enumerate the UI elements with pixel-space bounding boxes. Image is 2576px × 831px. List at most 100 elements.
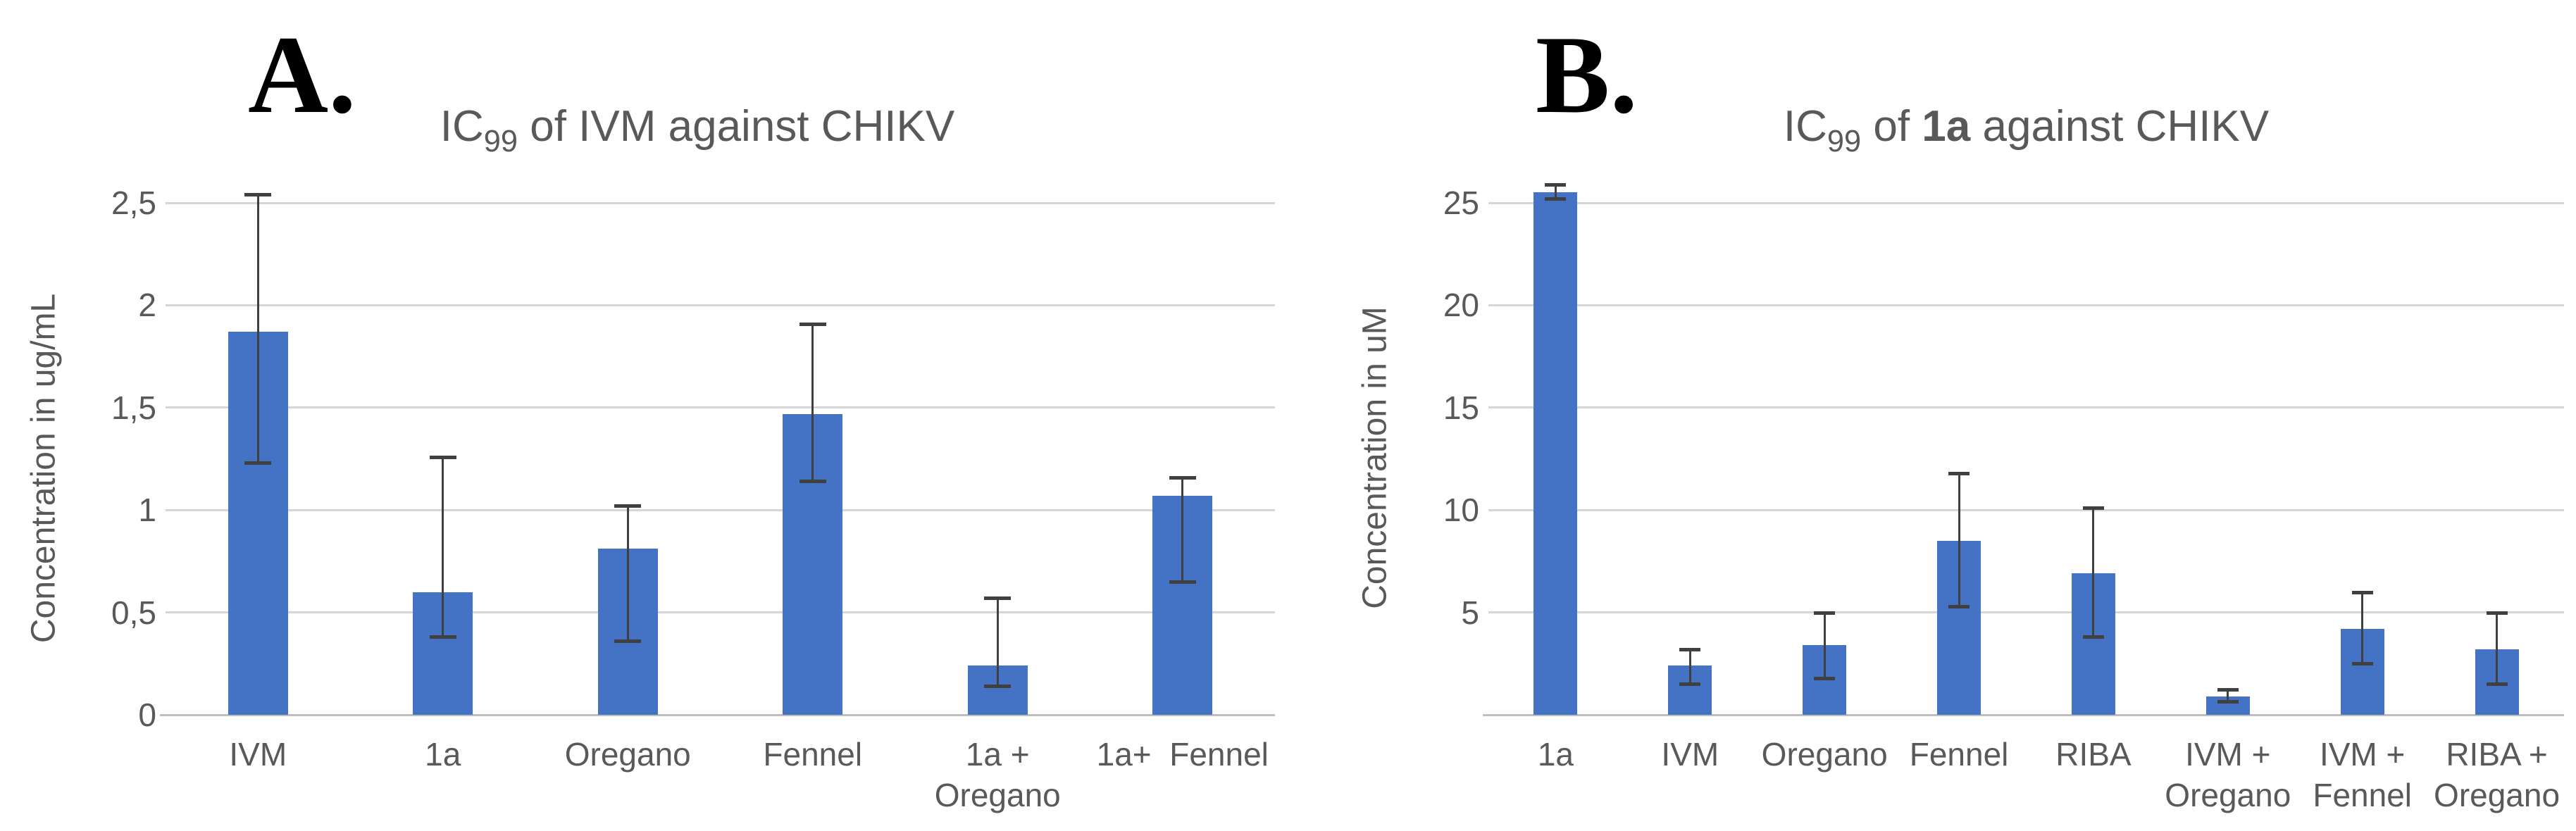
x-category-label: 1a	[327, 734, 559, 775]
gridline	[1488, 406, 2564, 409]
error-bar-cap-bottom	[2082, 635, 2104, 639]
panel-a-y-axis-title: Concentration in ug/mL	[25, 293, 63, 644]
x-axis-line	[1483, 713, 2564, 716]
error-bar-cap-top	[1545, 182, 1567, 187]
x-category-label: IVM	[142, 734, 374, 775]
x-category-label: Fennel	[1867, 734, 2051, 775]
x-category-label: IVM	[1598, 734, 1781, 775]
error-bar-cap-bottom	[1545, 197, 1567, 201]
error-bar-cap-bottom	[2217, 700, 2239, 704]
title-subscript: 99	[1827, 125, 1862, 159]
x-category-label-line: Oregano	[564, 736, 691, 773]
error-bar	[1181, 477, 1184, 582]
gridline	[1488, 201, 2564, 204]
y-tick-label: 0	[138, 696, 156, 733]
bar	[1533, 192, 1578, 715]
gridline	[1488, 508, 2564, 511]
error-bar-cap-top	[1679, 647, 1701, 651]
gridline	[166, 611, 1275, 614]
x-category-label: RIBA + Oregano	[2406, 734, 2576, 816]
error-bar	[256, 194, 259, 463]
error-bar	[2496, 612, 2499, 685]
x-category-label: IVM + Fennel	[2271, 734, 2454, 816]
x-category-label: IVM + Oregano	[2136, 734, 2320, 816]
panel-a-chart-title: IC99 of IVM against CHIKV	[120, 102, 1275, 159]
x-category-label-line: 1a	[425, 736, 461, 773]
error-bar-cap-bottom	[2486, 682, 2508, 687]
y-tick-label: 15	[1443, 389, 1479, 426]
error-bar-cap-top	[2217, 687, 2239, 692]
y-tick-label: 20	[1443, 287, 1479, 324]
x-category-label-line: Fennel	[2313, 777, 2413, 813]
y-tick-label: 2	[138, 287, 156, 324]
x-category-label-line: 1a	[1537, 736, 1574, 773]
y-tick-label: 25	[1443, 185, 1479, 221]
error-bar-cap-bottom	[1679, 682, 1701, 687]
panel-b-chart-title: IC99 of 1a against CHIKV	[1488, 102, 2564, 159]
title-text: 1a	[1922, 102, 1971, 151]
y-tick-label: 0,5	[111, 594, 156, 631]
x-category-label-line: IVM +	[2319, 736, 2406, 773]
x-category-label-line: Oregano	[934, 777, 1061, 813]
panel-b-y-axis-title: Concentration in uM	[1356, 306, 1394, 609]
error-bar-cap-top	[1169, 475, 1196, 480]
error-bar	[1958, 473, 1960, 606]
error-bar-cap-top	[2486, 611, 2508, 615]
gridline	[166, 304, 1275, 306]
gridline	[1488, 304, 2564, 306]
error-bar	[2227, 689, 2229, 702]
x-category-label: Oregano	[1733, 734, 1916, 775]
x-category-label-line: Fennel	[1909, 736, 2009, 773]
gridline	[166, 508, 1275, 511]
x-category-label-line: IVM	[1661, 736, 1719, 773]
x-category-label: Fennel	[697, 734, 929, 775]
error-bar	[442, 456, 444, 637]
error-bar	[626, 506, 629, 642]
error-bar	[811, 323, 814, 482]
error-bar-cap-bottom	[614, 639, 642, 644]
error-bar-cap-bottom	[2351, 662, 2373, 666]
error-bar	[2361, 592, 2364, 664]
error-bar-cap-bottom	[1814, 676, 1836, 680]
x-axis-line	[160, 713, 1275, 716]
error-bar	[1554, 184, 1557, 199]
error-bar-cap-top	[614, 504, 642, 508]
error-bar-cap-top	[429, 455, 456, 459]
title-subscript: 99	[483, 125, 518, 159]
x-category-label-line: IVM +	[2185, 736, 2271, 773]
x-category-label-line: RIBA	[2055, 736, 2132, 773]
error-bar-cap-top	[1814, 611, 1836, 615]
x-category-label: 1a + Oregano	[881, 734, 1114, 816]
title-text: IC	[1783, 102, 1827, 151]
x-category-label-line: IVM	[229, 736, 287, 773]
error-bar-cap-top	[244, 193, 272, 197]
x-category-label: 1a+ Fennel	[1066, 734, 1299, 775]
y-tick-label: 1	[138, 492, 156, 529]
x-category-label-line: Oregano	[1761, 736, 1888, 773]
error-bar-cap-top	[2082, 506, 2104, 511]
x-category-label: Oregano	[511, 734, 744, 775]
error-bar-cap-top	[799, 322, 826, 326]
x-category-label: RIBA	[2002, 734, 2185, 775]
x-category-label: 1a	[1464, 734, 1647, 775]
gridline	[166, 201, 1275, 204]
title-text: of	[1861, 102, 1922, 151]
y-tick-label: 2,5	[111, 185, 156, 221]
y-tick-label: 1,5	[111, 389, 156, 426]
x-category-label-line: 1a+ Fennel	[1096, 736, 1269, 773]
error-bar-cap-top	[2351, 590, 2373, 594]
y-tick-label: 5	[1461, 594, 1479, 631]
x-category-label-line: Fennel	[763, 736, 863, 773]
error-bar-cap-top	[1948, 471, 1970, 475]
x-category-label-line: RIBA +	[2446, 736, 2548, 773]
gridline	[1488, 611, 2564, 614]
title-text: IC	[440, 102, 484, 151]
error-bar-cap-bottom	[1948, 604, 1970, 608]
y-tick-label: 10	[1443, 492, 1479, 529]
title-text: against CHIKV	[1970, 102, 2270, 151]
error-bar-cap-bottom	[984, 685, 1012, 689]
title-text: of IVM against CHIKV	[518, 102, 955, 151]
error-bar	[1823, 612, 1826, 678]
panel-a-letter: A.	[248, 13, 356, 137]
